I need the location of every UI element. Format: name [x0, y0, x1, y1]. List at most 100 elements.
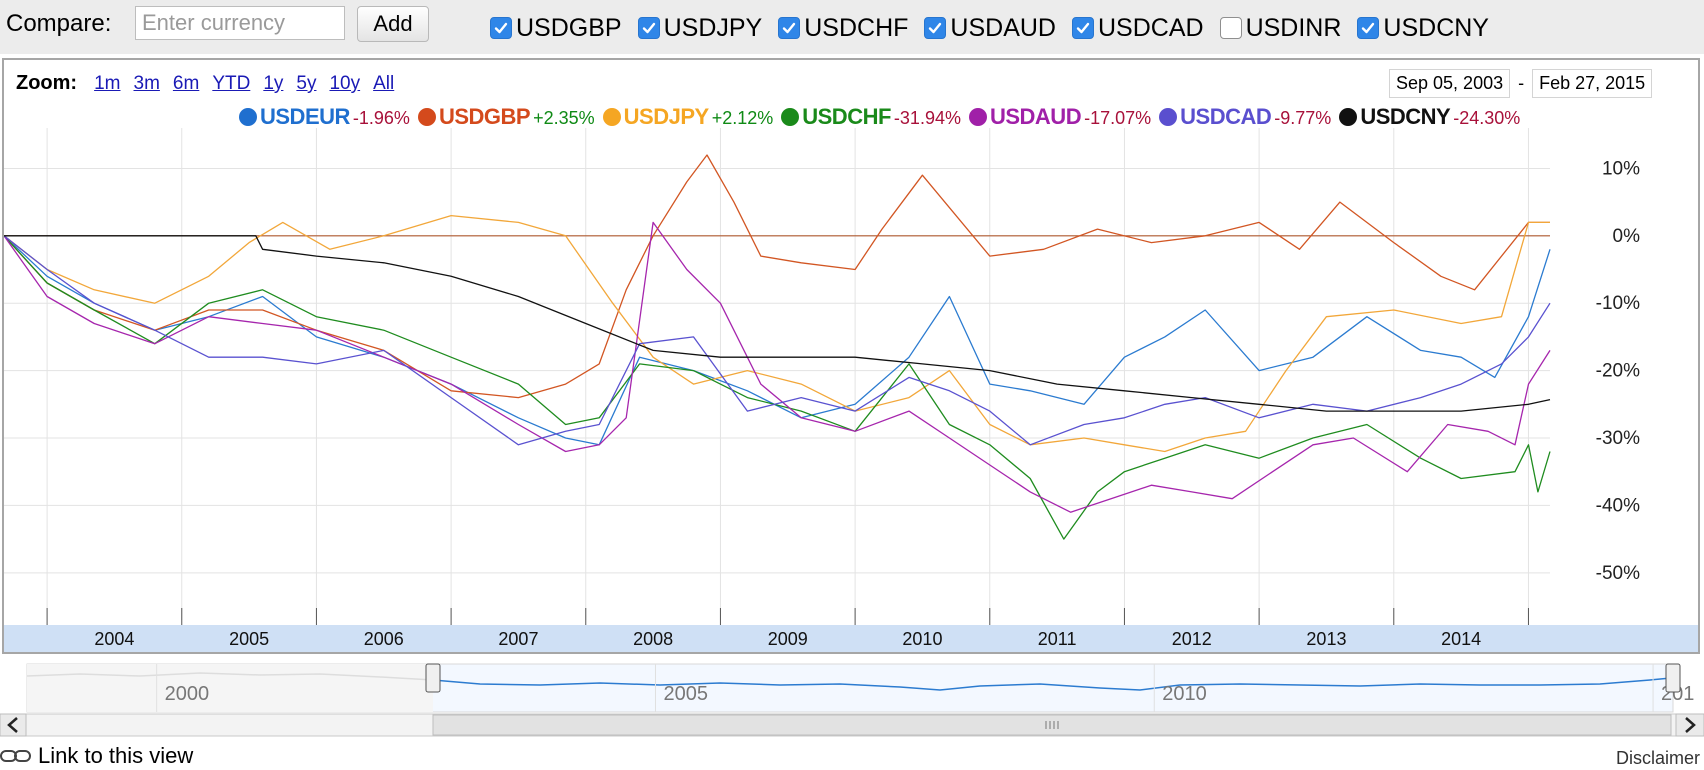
navigator-year-label: 2005 — [663, 683, 708, 705]
checkbox-usdaud[interactable]: USDAUD — [924, 14, 1056, 43]
checkbox-usdchf[interactable]: USDCHF — [778, 14, 908, 43]
checkmark-icon — [783, 22, 796, 34]
currency-checkboxes: USDGBP USDJPY USDCHF USDAUD USDCAD USDINR USDC… — [490, 11, 1489, 45]
start-date-field[interactable]: Sep 05, 2003 — [1389, 69, 1511, 98]
x-tick-label: 2013 — [1306, 629, 1346, 649]
x-tick-label: 2012 — [1172, 629, 1212, 649]
checkmark-icon — [1076, 22, 1090, 34]
legend-series-name: USDEUR — [260, 104, 350, 129]
y-tick-label: -40% — [1596, 495, 1640, 516]
y-tick-label: 10% — [1602, 158, 1640, 179]
checkbox-label: USDJPY — [663, 13, 763, 42]
legend-item-usdgbp[interactable]: USDGBP +2.35% — [417, 104, 595, 130]
chart-grid — [4, 128, 1550, 620]
zoom-option-1y[interactable]: 1y — [263, 73, 284, 94]
scrollbar-grip-icon — [1045, 721, 1059, 729]
legend-dot-icon — [239, 108, 257, 126]
checkmark-icon — [1362, 22, 1375, 34]
zoom-controls: Zoom: 1m 3m 6m YTD 1y 5y 10y All — [16, 72, 394, 95]
checkbox-box[interactable] — [637, 17, 660, 39]
legend-dot-icon — [1339, 108, 1358, 126]
compare-bar: Compare: Add USDGBPUSDJPYUSDCHFUSDAUDUSD… — [0, 0, 1704, 54]
series-line-usdaud — [4, 221, 1551, 513]
zoom-option-1m[interactable]: 1m — [94, 73, 121, 94]
checkbox-box[interactable] — [924, 17, 947, 39]
series-line-usdeur — [4, 235, 1551, 446]
checkbox-usdinr[interactable]: USDINR — [1219, 13, 1342, 43]
checkbox-label: USDAUD — [950, 13, 1056, 42]
zoom-option-5y[interactable]: 5y — [296, 73, 317, 94]
y-axis-ticks: 10% 0% -10% -20% -30% -40% -50% — [1596, 158, 1640, 583]
zoom-option-3m[interactable]: 3m — [133, 73, 160, 94]
checkmark-icon — [642, 22, 655, 34]
end-date-field[interactable]: Feb 27, 2015 — [1532, 69, 1653, 98]
legend-dot-icon — [781, 108, 800, 126]
series-line-usdcad — [4, 235, 1551, 446]
chart-panel: Zoom: 1m 3m 6m YTD 1y 5y 10y All Sep 05, 2003 -… — [2, 58, 1700, 654]
x-tick-label: 2008 — [633, 629, 673, 649]
checkbox-label: USDCNY — [1383, 13, 1489, 42]
link-to-view[interactable]: Link to this view — [0, 743, 193, 769]
chart-series — [4, 154, 1551, 540]
legend-item-usdeur[interactable]: USDEUR -1.96% — [239, 104, 410, 130]
legend-item-usdaud[interactable]: USDAUD -17.07% — [968, 104, 1152, 130]
x-tick-label: 2009 — [768, 629, 808, 649]
chevron-right-icon — [1685, 717, 1696, 733]
add-button[interactable]: Add — [357, 6, 429, 42]
legend-item-usdchf[interactable]: USDCHF -31.94% — [781, 104, 961, 130]
legend-change-value: -17.07% — [1084, 108, 1152, 128]
scroll-left-button — [0, 713, 27, 737]
checkmark-icon — [494, 22, 508, 34]
legend-dot-icon — [417, 108, 436, 126]
checkbox-usdgbp[interactable]: USDGBP — [490, 14, 622, 43]
date-range: Sep 05, 2003 - Feb 27, 2015 — [1389, 69, 1653, 98]
scroll-right-button — [1675, 713, 1704, 737]
checkbox-usdcad[interactable]: USDCAD — [1071, 13, 1204, 43]
checkbox-usdjpy[interactable]: USDJPY — [637, 13, 763, 43]
y-tick-label: -50% — [1596, 563, 1640, 584]
checkbox-usdcny[interactable]: USDCNY — [1357, 14, 1489, 43]
link-icon — [0, 750, 31, 762]
range-navigator[interactable]: 2000 2005 2010 201 — [0, 654, 1704, 740]
legend-change-value: +2.12% — [711, 108, 774, 128]
checkbox-box[interactable] — [490, 17, 512, 39]
legend-dot-icon — [602, 108, 621, 126]
checkbox-box[interactable] — [1219, 17, 1242, 39]
legend-item-usdjpy[interactable]: USDJPY +2.12% — [602, 104, 774, 130]
checkbox-label: USDCAD — [1097, 13, 1204, 42]
legend-change-value: -9.77% — [1274, 108, 1332, 128]
currency-input[interactable] — [135, 6, 345, 40]
checkbox-box[interactable] — [1071, 17, 1094, 39]
checkbox-box[interactable] — [1357, 17, 1380, 39]
legend-item-usdcny[interactable]: USDCNY -24.30% — [1339, 104, 1520, 130]
zoom-label: Zoom: — [16, 72, 78, 94]
x-axis-band — [4, 625, 1698, 652]
zoom-option-ytd[interactable]: YTD — [212, 73, 251, 94]
x-tick-label: 2007 — [498, 629, 538, 649]
zoom-option-6m[interactable]: 6m — [172, 73, 200, 94]
x-tick-label: 2004 — [94, 629, 134, 649]
y-tick-label: 0% — [1613, 226, 1641, 247]
checkbox-label: USDINR — [1245, 13, 1342, 42]
series-line-usdcny — [4, 235, 1551, 412]
zoom-option-10y[interactable]: 10y — [329, 73, 361, 94]
legend-dot-icon — [1159, 108, 1178, 126]
x-tick-label: 2006 — [364, 629, 404, 649]
chart-legend: USDEUR -1.96% USDGBP +2.35% USDJPY +2.12% USDC… — [239, 104, 1520, 130]
checkbox-box[interactable] — [778, 17, 801, 39]
disclaimer-link[interactable]: Disclaimer — [1615, 748, 1700, 768]
navigator-history-line — [26, 672, 434, 681]
x-tick-label: 2014 — [1441, 629, 1481, 649]
zoom-option-all[interactable]: All — [373, 73, 395, 94]
x-tick-label: 2005 — [229, 629, 269, 649]
scrollbar-thumb — [432, 714, 1672, 736]
legend-item-usdcad[interactable]: USDCAD -9.77% — [1159, 104, 1331, 130]
x-tick-label: 2011 — [1038, 629, 1077, 649]
navigator-unselected-area — [27, 664, 433, 712]
line-chart[interactable]: 10%0%-10%-20%-30%-40%-50% 2004 2005 2006 20… — [4, 60, 1698, 652]
date-separator: - — [1518, 73, 1525, 93]
navigator-year-label: 2010 — [1162, 683, 1207, 705]
legend-series-name: USDCAD — [1180, 104, 1272, 129]
legend-change-value: -24.30% — [1453, 108, 1521, 128]
